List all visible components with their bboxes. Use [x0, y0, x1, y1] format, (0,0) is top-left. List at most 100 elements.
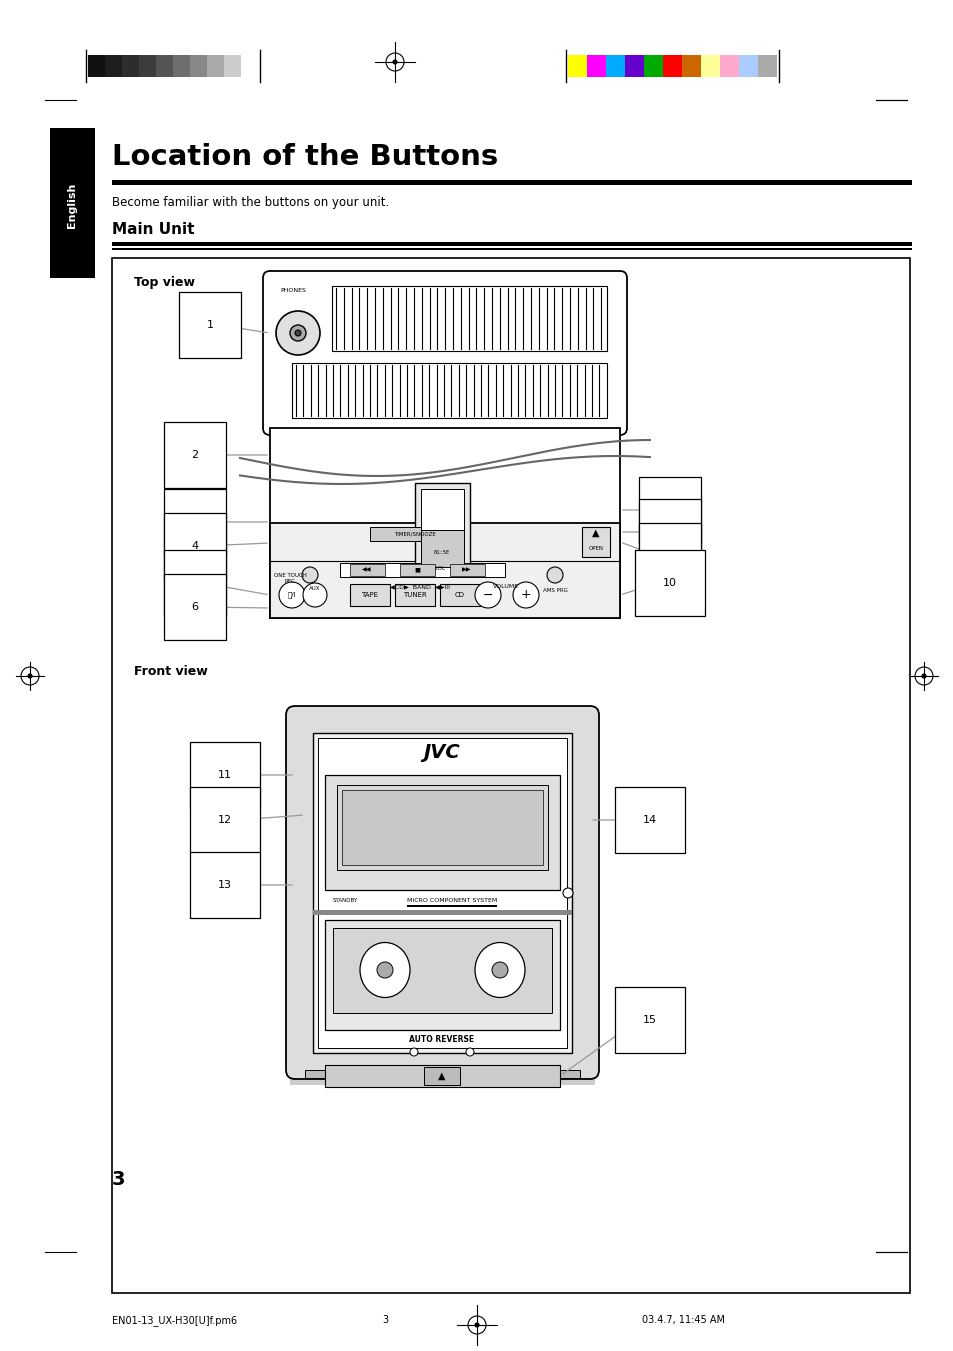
Text: TUNER: TUNER [403, 592, 426, 598]
Text: 14: 14 [642, 815, 657, 825]
Bar [720, 55, 739, 77]
Text: 01:5E: 01:5E [434, 550, 450, 555]
Text: English: English [67, 182, 77, 228]
Bar [270, 523, 619, 617]
Bar [586, 55, 605, 77]
Circle shape [28, 674, 32, 678]
Bar [415, 484, 470, 573]
Text: 3: 3 [112, 1170, 126, 1189]
Text: 03.4.7, 11:45 AM: 03.4.7, 11:45 AM [641, 1315, 724, 1325]
Text: STANDBY: STANDBY [333, 898, 357, 902]
Text: Top view: Top view [133, 276, 194, 289]
Bar [139, 55, 156, 77]
Text: 11: 11 [218, 770, 232, 780]
Bar [420, 489, 463, 530]
Text: 7: 7 [666, 505, 673, 515]
Bar [341, 790, 542, 865]
Text: Location of the Buttons: Location of the Buttons [112, 143, 497, 172]
Bar [190, 55, 207, 77]
Bar [581, 527, 609, 557]
Bar [325, 920, 559, 1029]
Bar [112, 242, 911, 246]
Text: 3: 3 [381, 1315, 388, 1325]
Text: VOLUME: VOLUME [493, 584, 518, 589]
FancyBboxPatch shape [263, 272, 626, 435]
Circle shape [562, 888, 573, 898]
Text: 12: 12 [217, 815, 232, 825]
Bar [739, 55, 758, 77]
Text: 9: 9 [666, 551, 673, 561]
Bar [325, 775, 559, 890]
Circle shape [290, 326, 306, 340]
Bar [420, 530, 463, 567]
Ellipse shape [475, 943, 524, 997]
Bar [350, 584, 390, 607]
Bar [399, 563, 435, 576]
Bar [662, 55, 681, 77]
Bar [395, 584, 435, 607]
Text: TAPE: TAPE [361, 592, 378, 598]
Bar [156, 55, 172, 77]
Text: ONE TOUCH
REC: ONE TOUCH REC [274, 573, 306, 584]
Bar [350, 563, 385, 576]
Bar [112, 180, 911, 185]
Bar [439, 584, 479, 607]
Text: ▶▶: ▶▶ [462, 567, 471, 573]
Bar [207, 55, 224, 77]
Bar [643, 55, 662, 77]
Bar [112, 258, 909, 1293]
Bar [681, 55, 700, 77]
Text: 4: 4 [192, 540, 198, 551]
Bar [450, 563, 484, 576]
Text: ▲: ▲ [437, 1071, 445, 1081]
Ellipse shape [359, 943, 410, 997]
Text: ■: ■ [414, 567, 419, 573]
Bar [88, 55, 105, 77]
Bar [50, 128, 95, 278]
Text: AUX: AUX [309, 586, 320, 592]
Bar [333, 928, 552, 1013]
Circle shape [393, 59, 396, 63]
Circle shape [492, 962, 507, 978]
Text: −: − [482, 589, 493, 601]
Text: 15: 15 [642, 1015, 657, 1025]
Text: JVC: JVC [423, 743, 460, 762]
Text: AMS PRG: AMS PRG [542, 588, 567, 593]
Bar [313, 911, 572, 915]
Bar [407, 905, 497, 907]
Text: ◀CD▶  BAND  ◀▶III: ◀CD▶ BAND ◀▶III [390, 584, 450, 589]
Text: CD: CD [455, 592, 464, 598]
Text: AUTO REVERSE: AUTO REVERSE [409, 1035, 474, 1044]
Bar [758, 55, 776, 77]
Bar [172, 55, 190, 77]
Text: ▲: ▲ [592, 528, 599, 538]
Circle shape [410, 1048, 417, 1056]
Text: 2: 2 [192, 450, 198, 459]
Text: 6: 6 [192, 603, 198, 612]
Text: +: + [520, 589, 531, 601]
FancyBboxPatch shape [286, 707, 598, 1079]
Bar [370, 527, 459, 540]
Bar [336, 785, 547, 870]
Text: OPEN: OPEN [588, 547, 603, 551]
Text: MULTI CONTROL: MULTI CONTROL [400, 566, 444, 571]
Circle shape [513, 582, 538, 608]
Bar [423, 1067, 459, 1085]
Text: PHONES: PHONES [280, 288, 306, 293]
Circle shape [294, 330, 301, 336]
Text: Become familiar with the buttons on your unit.: Become familiar with the buttons on your… [112, 196, 389, 209]
Circle shape [475, 582, 500, 608]
Text: 10: 10 [662, 578, 677, 588]
Circle shape [303, 584, 327, 607]
Circle shape [302, 567, 317, 584]
Bar [305, 1070, 579, 1078]
Text: 3: 3 [192, 517, 198, 527]
Bar [325, 1065, 559, 1088]
Bar [332, 286, 606, 351]
Bar [270, 428, 619, 617]
Bar [292, 363, 606, 417]
Circle shape [546, 567, 562, 584]
Text: 13: 13 [218, 880, 232, 890]
Text: 1: 1 [206, 320, 213, 330]
Bar [317, 738, 566, 1048]
